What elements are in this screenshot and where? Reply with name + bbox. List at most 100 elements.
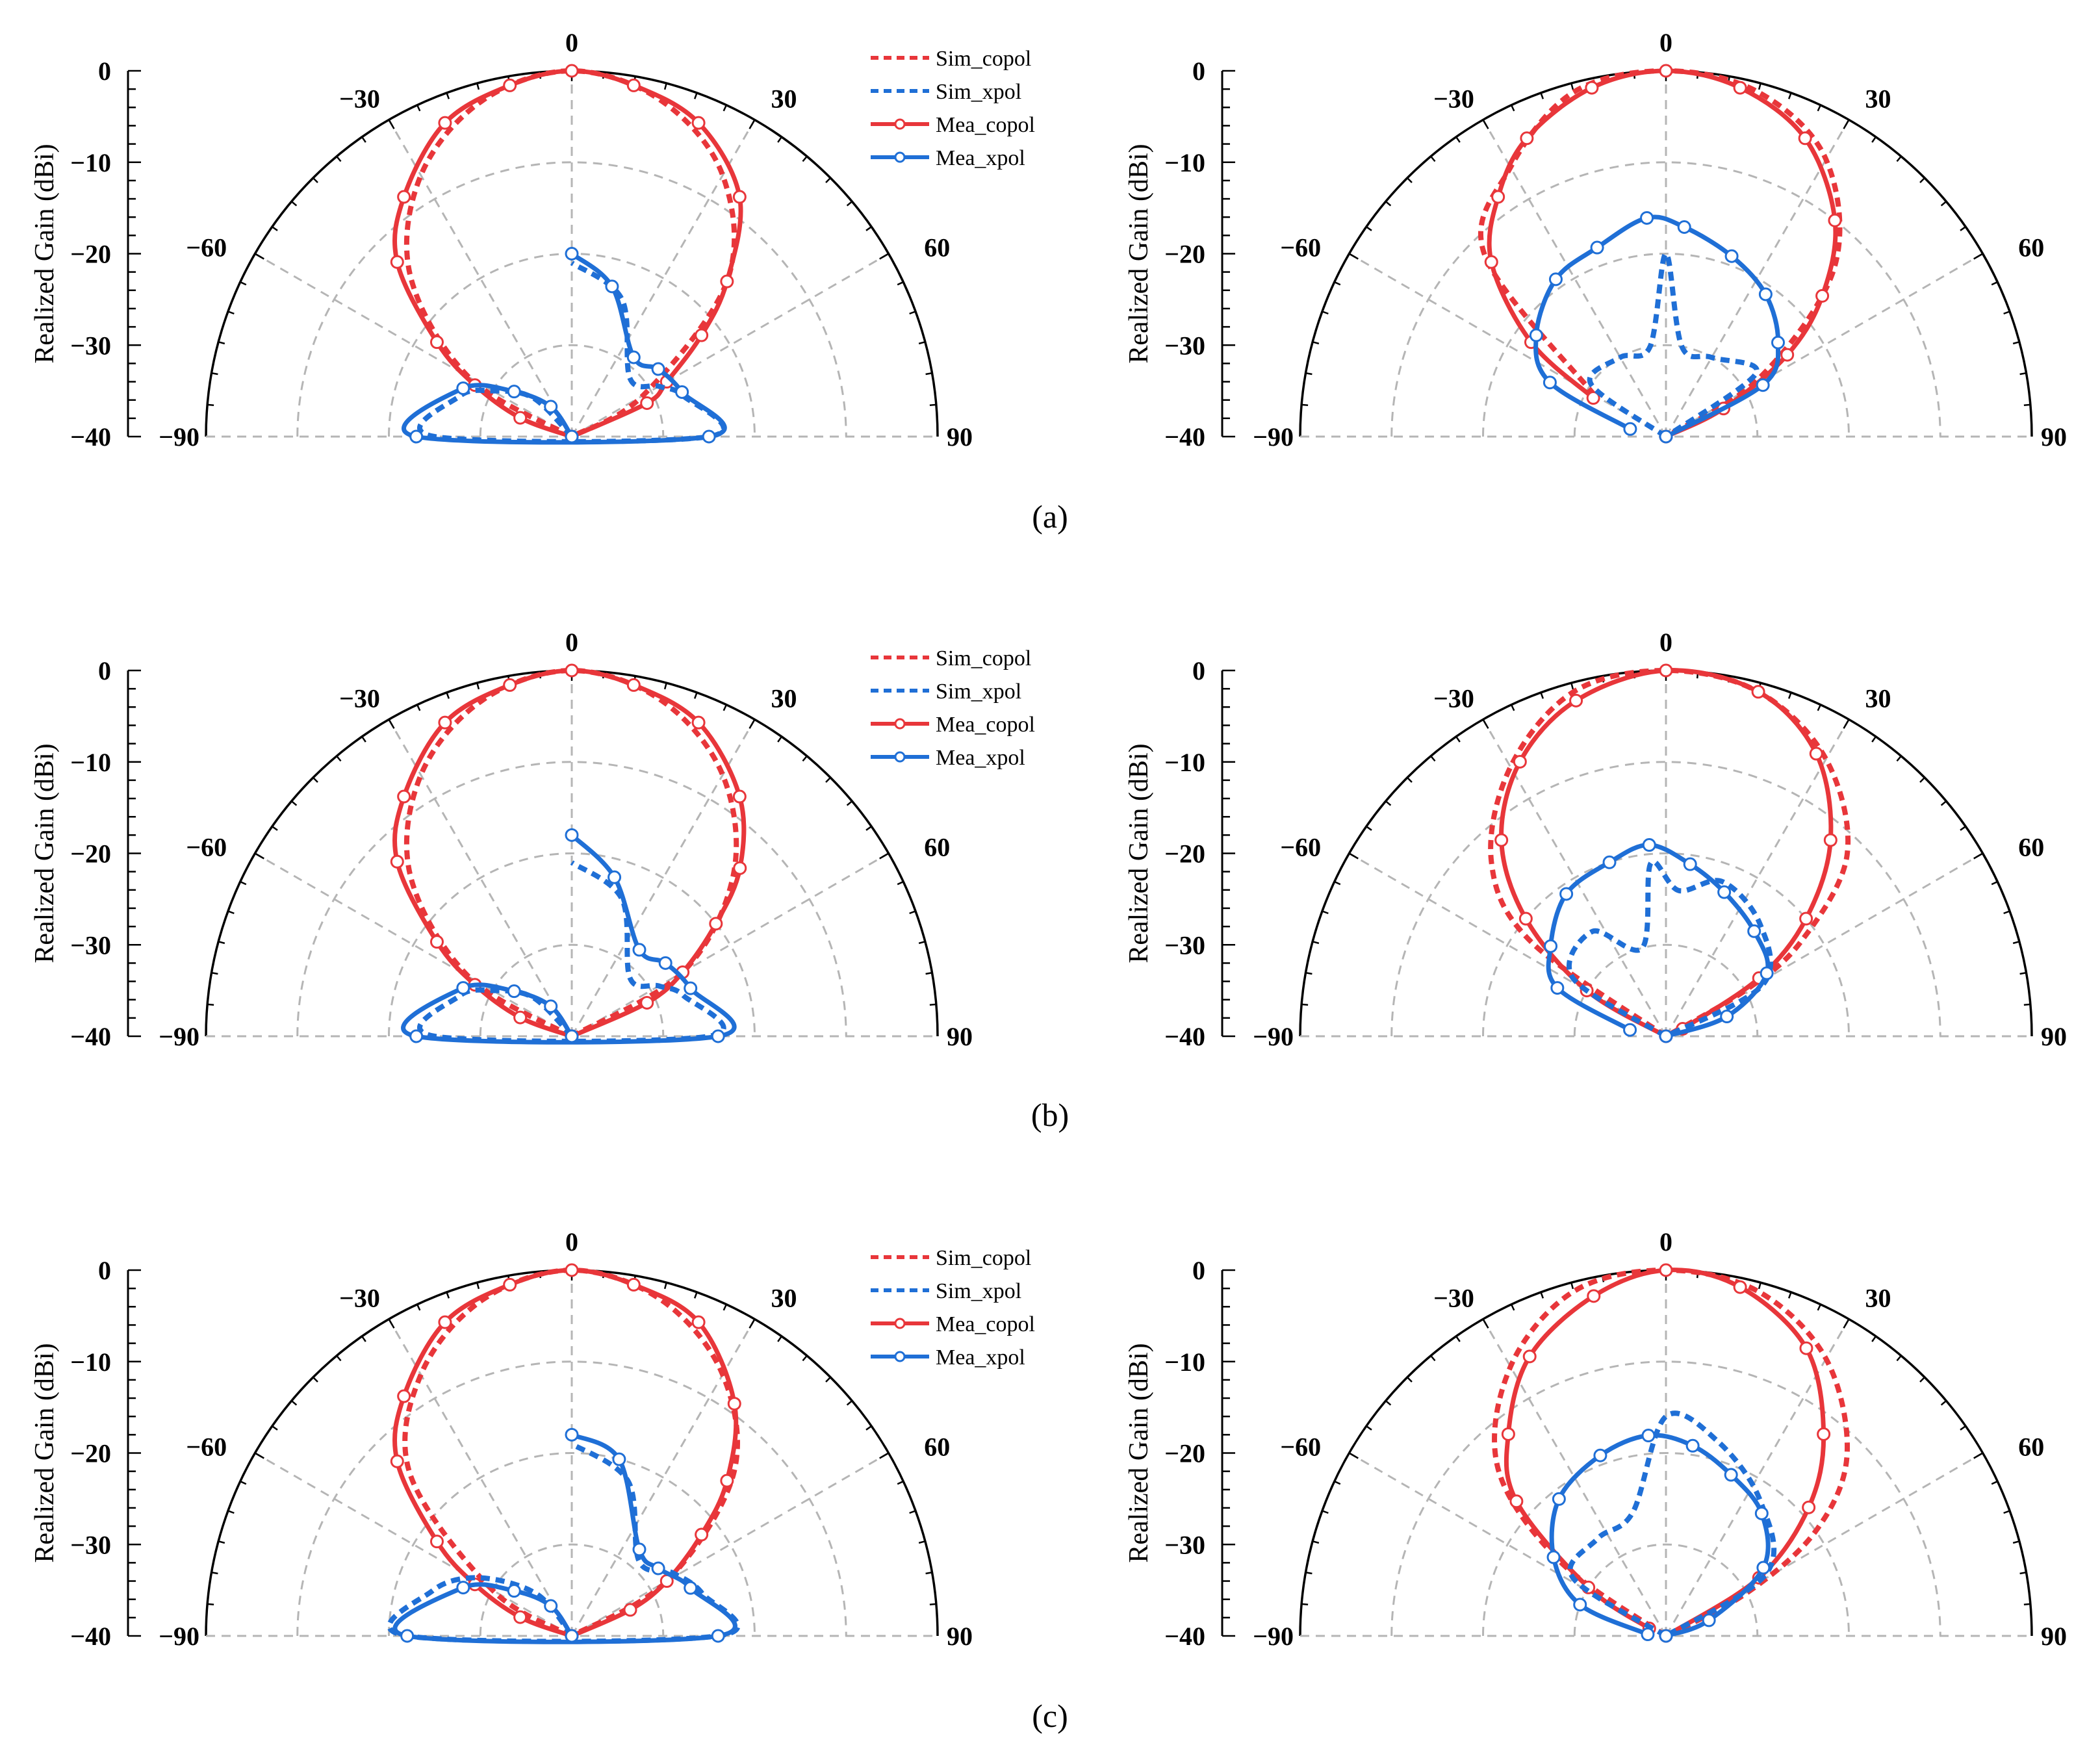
legend-label: Mea_copol: [936, 113, 1035, 137]
y-axis-label: Realized Gain (dBi): [30, 743, 60, 963]
angle-tick: [1407, 777, 1413, 783]
angle-tick: [476, 83, 480, 90]
grid-arc: [1390, 761, 1941, 1037]
r-tick-label: −10: [70, 148, 111, 177]
angle-tick: [802, 1355, 808, 1362]
angle-tick: [290, 201, 298, 207]
r-tick-label: −10: [1164, 748, 1205, 777]
angle-tick: [1919, 777, 1925, 783]
angle-tick: [1973, 852, 1984, 860]
angle-tick: [1482, 119, 1489, 129]
angle-tick: [663, 1282, 667, 1290]
angle-tick-label: 30: [771, 1284, 797, 1313]
data-marker: [1659, 1629, 1673, 1643]
r-tick-label: −20: [70, 839, 111, 869]
data-marker: [732, 789, 747, 804]
r-tick-label: −30: [1164, 930, 1205, 960]
angle-tick-label: 0: [1659, 1227, 1672, 1256]
data-marker: [612, 1452, 626, 1466]
data-marker: [507, 1584, 521, 1598]
data-marker: [691, 1315, 706, 1329]
angle-tick: [879, 253, 890, 260]
data-marker: [1513, 754, 1527, 769]
grid-arc: [1390, 1360, 1941, 1637]
data-marker: [456, 981, 470, 995]
angle-tick-label: 30: [1865, 684, 1891, 713]
angle-tick: [1896, 155, 1902, 162]
grid-spoke: [254, 852, 572, 1038]
legend-label: Mea_xpol: [936, 1346, 1025, 1370]
angle-tick: [777, 136, 782, 143]
angle-tick: [1940, 800, 1947, 806]
data-marker: [1569, 693, 1583, 708]
angle-tick: [1787, 692, 1792, 699]
data-marker: [565, 1029, 579, 1043]
data-marker: [390, 1454, 404, 1468]
angle-tick-label: 90: [2041, 422, 2067, 452]
angle-tick-label: −90: [1253, 1022, 1294, 1051]
r-tick-label: −40: [1164, 1622, 1205, 1651]
angle-tick: [723, 1304, 728, 1311]
angle-tick: [1817, 1304, 1822, 1311]
data-marker: [711, 1029, 725, 1043]
angle-tick: [1758, 83, 1761, 90]
angle-tick: [1510, 105, 1515, 112]
angle-tick-label: 90: [947, 422, 973, 452]
angle-tick: [1871, 136, 1876, 143]
data-marker: [640, 396, 654, 410]
legend-label: Mea_xpol: [936, 146, 1025, 170]
angle-tick: [2023, 1603, 2030, 1606]
angle-tick-label: −90: [1253, 1622, 1294, 1651]
angle-tick: [1540, 692, 1544, 699]
data-marker: [429, 935, 444, 949]
r-tick-label: −40: [1164, 1022, 1205, 1051]
polar-panel-a-right: 0 −10 −20 −30 −40 Realized Gain (dBi) −90 −60 −3…: [1124, 28, 2067, 452]
angle-tick: [1940, 201, 1947, 207]
data-marker: [1756, 1561, 1771, 1575]
data-marker: [1586, 391, 1600, 405]
angle-tick-label: 60: [924, 233, 950, 262]
data-marker: [1809, 746, 1823, 761]
angle-tick: [1385, 1400, 1392, 1406]
angle-tick: [361, 1336, 366, 1342]
grid-arc: [1482, 253, 1850, 437]
angle-tick: [865, 826, 872, 831]
data-marker: [1720, 1010, 1734, 1024]
data-marker: [1724, 1468, 1738, 1482]
angle-tick: [207, 1603, 214, 1606]
grid-arc: [479, 1543, 665, 1637]
angle-tick: [254, 852, 264, 860]
angle-tick: [416, 1304, 421, 1311]
angle-tick: [336, 155, 342, 162]
angle-tick: [2012, 341, 2020, 345]
angle-tick: [929, 1003, 936, 1006]
grid-arc: [1573, 1543, 1759, 1637]
data-marker: [1590, 240, 1604, 255]
data-marker: [438, 715, 452, 730]
angle-tick: [272, 226, 278, 231]
grid-arc: [1573, 943, 1759, 1037]
angle-tick: [1896, 1355, 1902, 1362]
y-axis-label: Realized Gain (dBi): [1124, 743, 1154, 963]
angle-tick: [1843, 119, 1850, 129]
angle-tick: [1540, 1292, 1544, 1299]
data-marker: [1544, 939, 1558, 953]
angle-tick-label: −30: [339, 684, 380, 713]
data-marker: [565, 1427, 579, 1442]
angle-tick: [663, 83, 667, 90]
angle-tick: [723, 105, 728, 112]
angle-tick: [1991, 1480, 1998, 1485]
data-marker: [544, 999, 558, 1014]
data-marker: [1491, 190, 1505, 204]
data-marker: [1640, 210, 1654, 225]
data-marker: [640, 995, 654, 1010]
data-marker: [429, 335, 444, 350]
legend-marker: [894, 118, 906, 130]
legend-label: Sim_copol: [936, 646, 1031, 670]
angle-tick: [1510, 704, 1515, 711]
data-marker: [1587, 1289, 1601, 1303]
data-marker: [651, 1561, 665, 1575]
data-marker: [626, 350, 641, 364]
data-marker: [720, 1473, 734, 1488]
angle-tick: [254, 1452, 264, 1459]
